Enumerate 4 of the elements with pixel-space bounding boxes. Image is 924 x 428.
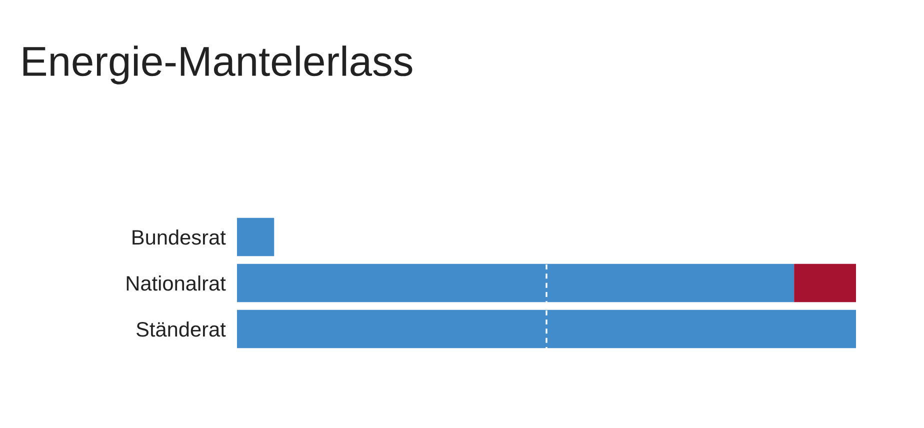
chart-title: Energie-Mantelerlass [23, 46, 412, 84]
y-tick-label: Nationalrat [126, 275, 226, 291]
y-tick-label: Ständerat [136, 321, 226, 337]
y-tick-label: Bundesrat [132, 229, 226, 245]
